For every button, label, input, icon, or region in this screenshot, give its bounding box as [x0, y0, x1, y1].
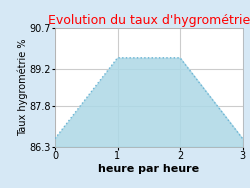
- Y-axis label: Taux hygrométrie %: Taux hygrométrie %: [18, 39, 28, 136]
- Title: Evolution du taux d'hygrométrie: Evolution du taux d'hygrométrie: [48, 14, 250, 27]
- X-axis label: heure par heure: heure par heure: [98, 164, 199, 174]
